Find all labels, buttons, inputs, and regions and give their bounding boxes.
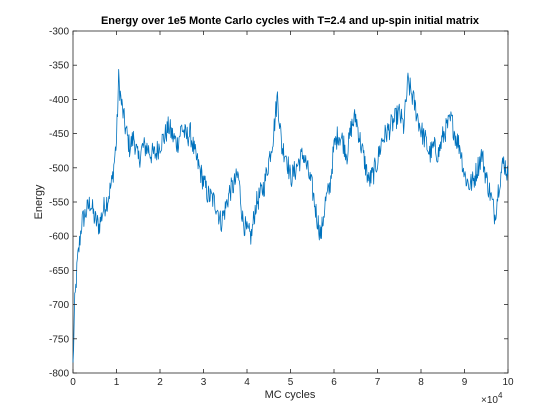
x-tick-label: 6 [331, 377, 337, 388]
y-tick-label: -600 [49, 232, 69, 243]
x-axis-exponent-power: 4 [498, 391, 503, 400]
x-axis-exponent: ×104 [481, 391, 503, 406]
chart-title: Energy over 1e5 Monte Carlo cycles with … [101, 15, 480, 27]
x-tick-label: 5 [288, 377, 294, 388]
x-tick-labels: 0 1 2 3 4 5 6 7 8 9 10 [70, 377, 514, 388]
x-axis-label: MC cycles [265, 389, 316, 401]
x-tick-label: 10 [502, 377, 514, 388]
x-tick-label: 2 [157, 377, 163, 388]
y-tick-label: -800 [49, 369, 69, 380]
series-line-0 [72, 69, 509, 363]
y-tick-label: -700 [49, 300, 69, 311]
plot-area [72, 30, 509, 374]
y-tick-label: -550 [49, 198, 69, 209]
x-tick-label: 9 [462, 377, 468, 388]
tick-layer [72, 30, 509, 374]
y-tick-label: -750 [49, 334, 69, 345]
x-tick-label: 1 [114, 377, 120, 388]
series-layer [72, 69, 509, 363]
y-tick-label: -400 [49, 95, 69, 106]
x-axis-exponent-base: ×10 [481, 395, 498, 406]
y-axis-label: Energy [33, 184, 45, 219]
y-tick-label: -500 [49, 163, 69, 174]
y-tick-label: -450 [49, 129, 69, 140]
x-tick-label: 3 [201, 377, 207, 388]
x-tick-label: 7 [375, 377, 381, 388]
x-tick-label: 4 [244, 377, 250, 388]
y-tick-label: -350 [49, 61, 69, 72]
x-tick-label: 8 [418, 377, 424, 388]
y-tick-label: -650 [49, 266, 69, 277]
x-tick-label: 0 [70, 377, 76, 388]
y-tick-label: -300 [49, 27, 69, 38]
y-tick-labels: -300 -350 -400 -450 -500 -550 -600 -650 -700 -750… [49, 27, 69, 380]
